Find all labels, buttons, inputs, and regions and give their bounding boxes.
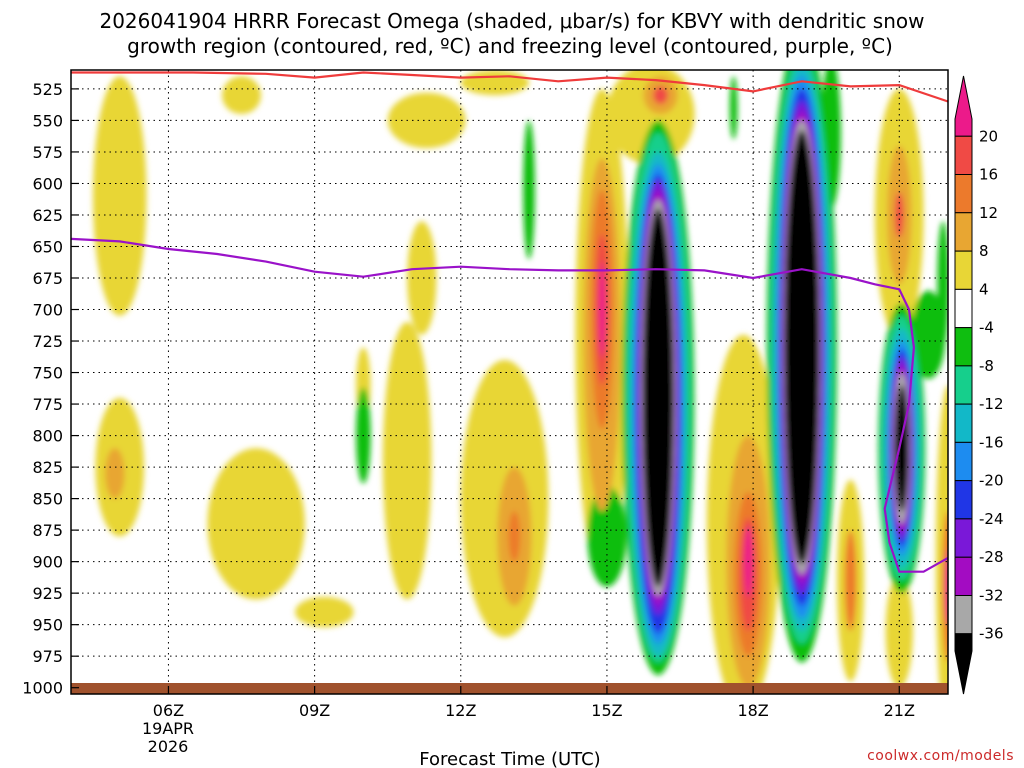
y-tick-label: 775 bbox=[32, 395, 63, 414]
colorbar-bin bbox=[954, 403, 973, 443]
x-tick-label: 21Z bbox=[884, 701, 915, 720]
colorbar-label: 4 bbox=[979, 280, 989, 298]
x-axis-title: Forecast Time (UTC) bbox=[419, 749, 600, 768]
omega-cell bbox=[508, 511, 521, 562]
y-tick-label: 800 bbox=[32, 427, 63, 446]
y-tick-label: 675 bbox=[32, 269, 63, 288]
omega-cell bbox=[460, 70, 529, 96]
omega-cell bbox=[222, 76, 262, 115]
colorbar-label: -12 bbox=[979, 395, 1004, 413]
colorbar-label: -36 bbox=[979, 625, 1004, 643]
colorbar-label: -20 bbox=[979, 472, 1004, 490]
y-tick-label: 825 bbox=[32, 458, 63, 477]
colorbar-bin bbox=[954, 250, 973, 290]
y-tick-label: 925 bbox=[32, 584, 63, 603]
colorbar-label: -4 bbox=[979, 319, 994, 337]
omega-cell bbox=[407, 221, 437, 335]
omega-cell bbox=[653, 86, 668, 105]
y-tick-label: 1000 bbox=[22, 679, 63, 698]
plot-frame bbox=[70, 69, 949, 695]
y-tick-label: 850 bbox=[32, 490, 63, 509]
colorbar-label: -32 bbox=[979, 586, 1004, 604]
colorbar: 20 16 12 8 4 -4 -8 -12 -16 -20 -24 -28 -32 -36 bbox=[954, 75, 1004, 695]
colorbar-bin bbox=[954, 75, 973, 137]
colorbar-bin bbox=[954, 480, 973, 520]
omega-cell bbox=[295, 596, 354, 628]
ground-surface bbox=[71, 683, 948, 694]
chart-title-line1: 2026041904 HRRR Forecast Omega (shaded, … bbox=[99, 9, 924, 33]
colorbar-bin bbox=[954, 518, 973, 558]
y-tick-label: 625 bbox=[32, 206, 63, 225]
omega-cell bbox=[844, 530, 857, 631]
colorbar-bin bbox=[954, 327, 973, 367]
omega-cell bbox=[937, 221, 948, 348]
x-tick-label: 15Z bbox=[591, 701, 622, 720]
colorbar-label: 16 bbox=[979, 166, 998, 184]
omega-cell bbox=[642, 208, 674, 587]
y-tick-label: 750 bbox=[32, 364, 63, 383]
omega-cell bbox=[387, 92, 466, 149]
colorbar-bin bbox=[954, 288, 973, 329]
x-axis: 06Z 09Z 12Z 15Z 18Z 21Z bbox=[153, 686, 915, 720]
colorbar-label: 12 bbox=[979, 204, 998, 222]
colorbar-label: -8 bbox=[979, 357, 994, 375]
colorbar-label: 20 bbox=[979, 127, 998, 145]
colorbar-bin bbox=[954, 594, 973, 635]
y-tick-label: 600 bbox=[32, 174, 63, 193]
y-tick-label: 975 bbox=[32, 647, 63, 666]
colorbar-bin bbox=[954, 633, 973, 695]
omega-cell bbox=[911, 290, 946, 379]
x-tick-label: 18Z bbox=[737, 701, 768, 720]
site-credit: coolwx.com/models bbox=[867, 748, 1014, 764]
y-tick-label: 525 bbox=[32, 80, 63, 99]
colorbar-bin bbox=[954, 135, 973, 176]
omega-cell bbox=[92, 76, 147, 316]
colorbar-bin bbox=[954, 365, 973, 405]
colorbar-bin bbox=[954, 174, 973, 214]
colorbar-label: 8 bbox=[979, 242, 989, 260]
omega-shading bbox=[92, 70, 948, 694]
omega-cell bbox=[207, 448, 305, 600]
colorbar-bin bbox=[954, 212, 973, 252]
colorbar-bin bbox=[954, 556, 973, 596]
y-tick-label: 550 bbox=[32, 111, 63, 130]
colorbar-bin bbox=[954, 441, 973, 482]
y-tick-label: 575 bbox=[32, 143, 63, 162]
freezing-level-contour-purple bbox=[71, 237, 948, 573]
omega-cell bbox=[784, 130, 820, 565]
omega-cell bbox=[382, 322, 432, 600]
dgz-contour-red bbox=[71, 71, 948, 103]
y-axis: 525 550 575 600 625 650 675 700 725 750 775 800 825 8… bbox=[22, 80, 79, 698]
y-tick-label: 700 bbox=[32, 301, 63, 320]
x-tick-label: 06Z bbox=[153, 701, 184, 720]
colorbar-label: -16 bbox=[979, 433, 1004, 451]
chart-title-line2: growth region (contoured, red, ºC) and f… bbox=[127, 34, 893, 58]
y-tick-label: 950 bbox=[32, 616, 63, 635]
y-tick-label: 875 bbox=[32, 521, 63, 540]
omega-cell bbox=[729, 76, 738, 140]
date-label-year: 2026 bbox=[148, 737, 189, 756]
x-tick-label: 09Z bbox=[299, 701, 330, 720]
x-tick-label: 12Z bbox=[445, 701, 476, 720]
date-label-day: 19APR bbox=[142, 719, 194, 738]
colorbar-label: -24 bbox=[979, 510, 1004, 528]
omega-cell bbox=[523, 120, 535, 260]
plot-area bbox=[71, 70, 948, 694]
y-tick-label: 650 bbox=[32, 237, 63, 256]
omega-cell bbox=[105, 448, 125, 499]
y-tick-label: 900 bbox=[32, 553, 63, 572]
y-tick-label: 725 bbox=[32, 332, 63, 351]
colorbar-label: -28 bbox=[979, 548, 1004, 566]
omega-cell bbox=[894, 192, 904, 238]
omega-cell bbox=[598, 261, 606, 358]
omega-cell bbox=[885, 574, 913, 688]
